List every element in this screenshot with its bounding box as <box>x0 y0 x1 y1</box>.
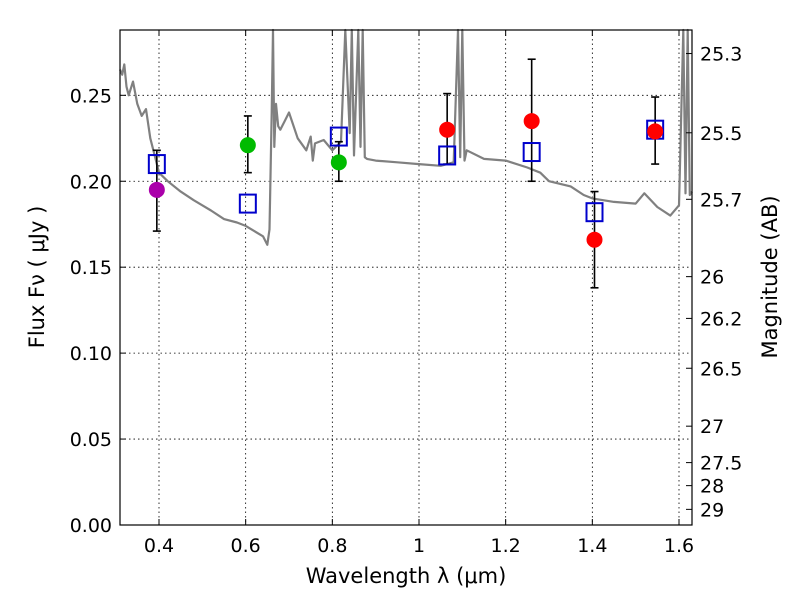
observed-point <box>239 137 256 154</box>
right-tick-label: 26 <box>700 267 724 289</box>
plot-frame <box>119 29 693 526</box>
x-tick-label: 1.6 <box>664 535 694 557</box>
y-axis-ticks: 0.00 0.05 0.10 0.15 0.20 0.25 <box>70 85 126 537</box>
right-tick-label: 26.2 <box>700 308 742 330</box>
y-tick-label: 0.25 <box>70 85 112 107</box>
observed-point <box>330 154 347 171</box>
right-tick-label: 27.5 <box>700 453 742 475</box>
observed-point <box>148 181 165 198</box>
observed-point <box>523 113 540 130</box>
observed-points <box>148 113 664 248</box>
x-axis-ticks: 0.4 0.6 0.8 1 1.2 1.4 1.6 <box>144 30 694 557</box>
model-spectrum-line <box>118 28 693 246</box>
right-tick-label: 27 <box>700 416 724 438</box>
observed-point <box>439 121 456 138</box>
x-tick-label: 1 <box>413 535 425 557</box>
right-axis-label: Magnitude (AB) <box>758 195 782 358</box>
model-squares <box>147 119 665 223</box>
x-tick-label: 1.2 <box>491 535 521 557</box>
right-tick-label: 28 <box>700 476 724 498</box>
model-square <box>238 193 257 214</box>
observed-point <box>586 231 603 248</box>
y-tick-label: 0.10 <box>70 343 112 365</box>
y-tick-label: 0.00 <box>70 515 112 537</box>
model-square <box>585 202 604 223</box>
right-tick-label: 25.5 <box>700 123 742 145</box>
y-axis-label: Flux Fν ( μJy ) <box>25 206 49 349</box>
y-tick-label: 0.15 <box>70 257 112 279</box>
model-square <box>329 126 348 147</box>
grid-lines <box>120 30 692 526</box>
x-tick-label: 0.4 <box>144 535 174 557</box>
right-tick-label: 26.5 <box>700 358 742 380</box>
error-bars <box>152 58 660 289</box>
model-spectrum <box>118 28 693 246</box>
y-tick-label: 0.20 <box>70 171 112 193</box>
x-tick-label: 1.4 <box>577 535 607 557</box>
x-tick-label: 0.6 <box>231 535 261 557</box>
right-tick-label: 29 <box>700 499 724 521</box>
right-tick-label: 25.3 <box>700 44 742 66</box>
model-square <box>522 142 541 163</box>
model-square <box>438 145 457 166</box>
y-tick-label: 0.05 <box>70 429 112 451</box>
right-tick-label: 25.7 <box>700 189 742 211</box>
x-tick-label: 0.8 <box>317 535 347 557</box>
observed-point <box>647 123 664 140</box>
model-square <box>147 154 166 175</box>
x-axis-label: Wavelength λ (μm) <box>306 564 507 588</box>
